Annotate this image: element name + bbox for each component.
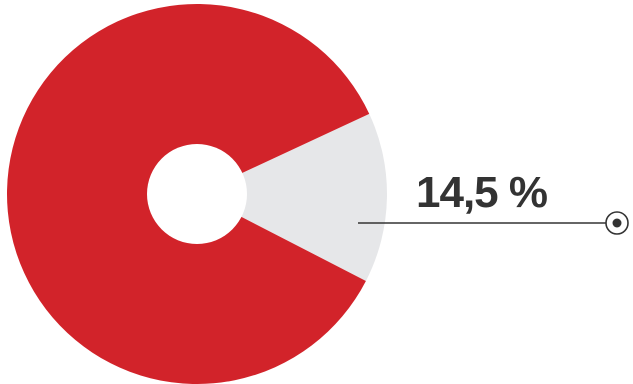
donut-hole (147, 144, 247, 244)
donut-slice-highlighted (197, 113, 387, 281)
slice-percentage-label: 14,5 % (416, 168, 547, 217)
target-dot-icon (605, 211, 629, 235)
